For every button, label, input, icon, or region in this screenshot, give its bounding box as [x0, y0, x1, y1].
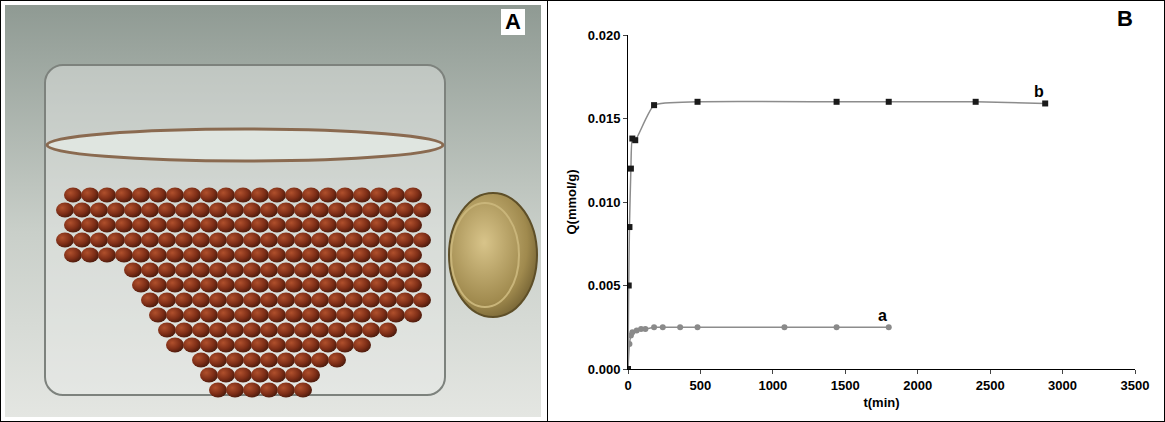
svg-text:3000: 3000	[1048, 378, 1077, 393]
svg-text:Q(mmol/g): Q(mmol/g)	[564, 170, 579, 235]
svg-text:0.000: 0.000	[588, 362, 621, 377]
svg-text:1000: 1000	[758, 378, 787, 393]
svg-text:b: b	[1034, 83, 1044, 100]
svg-text:1500: 1500	[831, 378, 860, 393]
svg-text:2500: 2500	[976, 378, 1005, 393]
svg-text:0.020: 0.020	[588, 28, 621, 43]
svg-text:t(min): t(min)	[863, 395, 899, 410]
svg-text:3500: 3500	[1121, 378, 1150, 393]
svg-text:0.015: 0.015	[588, 111, 621, 126]
svg-text:B: B	[1117, 6, 1133, 31]
svg-text:0.005: 0.005	[588, 278, 621, 293]
svg-text:0: 0	[624, 378, 631, 393]
html-text:A: A	[505, 9, 521, 34]
svg-text:0.010: 0.010	[588, 195, 621, 210]
svg-text:a: a	[878, 307, 887, 324]
svg-text:2000: 2000	[903, 378, 932, 393]
svg-text:500: 500	[690, 378, 712, 393]
